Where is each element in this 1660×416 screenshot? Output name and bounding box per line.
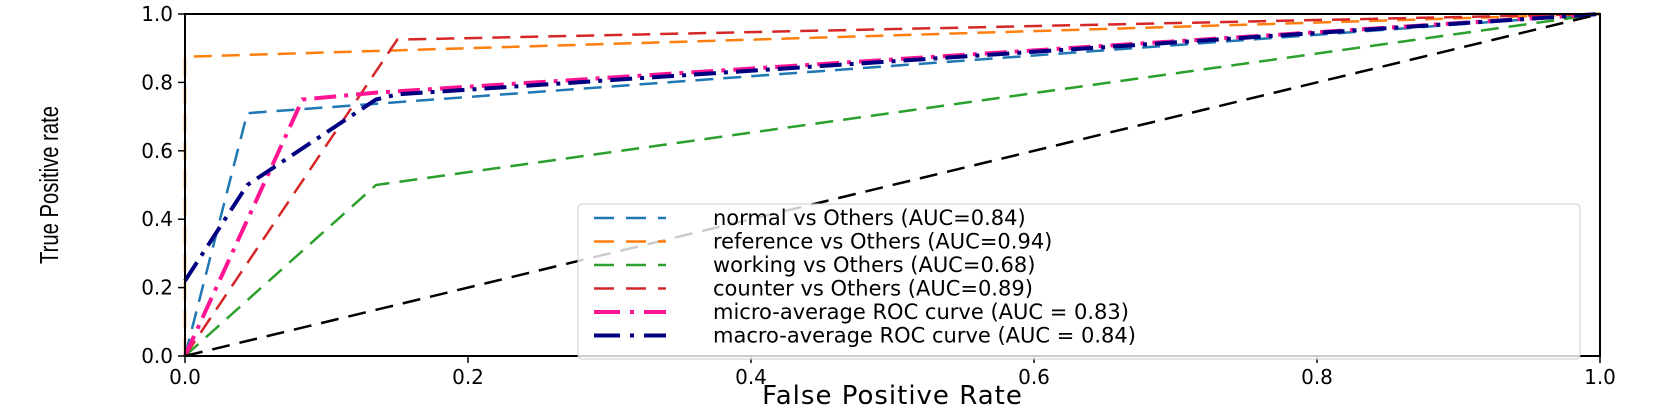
y-tick-label: 0.2 [141, 276, 173, 300]
plot-lines [183, 12, 1601, 358]
legend: normal vs Others (AUC=0.84)reference vs … [577, 203, 1581, 360]
legend-label-3: counter vs Others (AUC=0.89) [713, 277, 1033, 301]
series-line-6 [184, 12, 1601, 358]
series-line-3 [183, 12, 1601, 357]
x-axis-title: False Positive Rate [762, 381, 1023, 411]
series-line-2 [184, 12, 1601, 357]
legend-label-5: macro-average ROC curve (AUC = 0.84) [713, 324, 1136, 348]
series-line-0 [183, 12, 1601, 357]
y-tick-label: 0.8 [141, 70, 173, 94]
x-tick-label: 0.4 [735, 365, 767, 389]
axis-ticks: 0.0 0.2 0.4 0.6 0.8 1.0 0.0 0.2 0.4 0.6 0.8 1.0 [141, 2, 1616, 389]
series-line-5 [183, 12, 1601, 282]
legend-label-2: working vs Others (AUC=0.68) [713, 253, 1035, 277]
x-tick-label: 0.2 [452, 365, 484, 389]
x-tick-label: 0.8 [1301, 365, 1333, 389]
x-tick-label: 0.6 [1018, 365, 1050, 389]
legend-label-4: micro-average ROC curve (AUC = 0.83) [713, 300, 1129, 324]
y-axis-title: True Positive rate [35, 106, 64, 264]
legend-box [577, 203, 1581, 360]
x-tick-label: 1.0 [1584, 365, 1616, 389]
legend-label-1: reference vs Others (AUC=0.94) [713, 230, 1052, 254]
y-tick-label: 1.0 [141, 2, 173, 26]
legend-label-0: normal vs Others (AUC=0.84) [713, 206, 1026, 230]
y-tick-label: 0.0 [141, 344, 173, 368]
y-tick-label: 0.6 [141, 139, 173, 163]
x-tick-label: 0.0 [169, 365, 201, 389]
y-tick-label: 0.4 [141, 207, 173, 231]
